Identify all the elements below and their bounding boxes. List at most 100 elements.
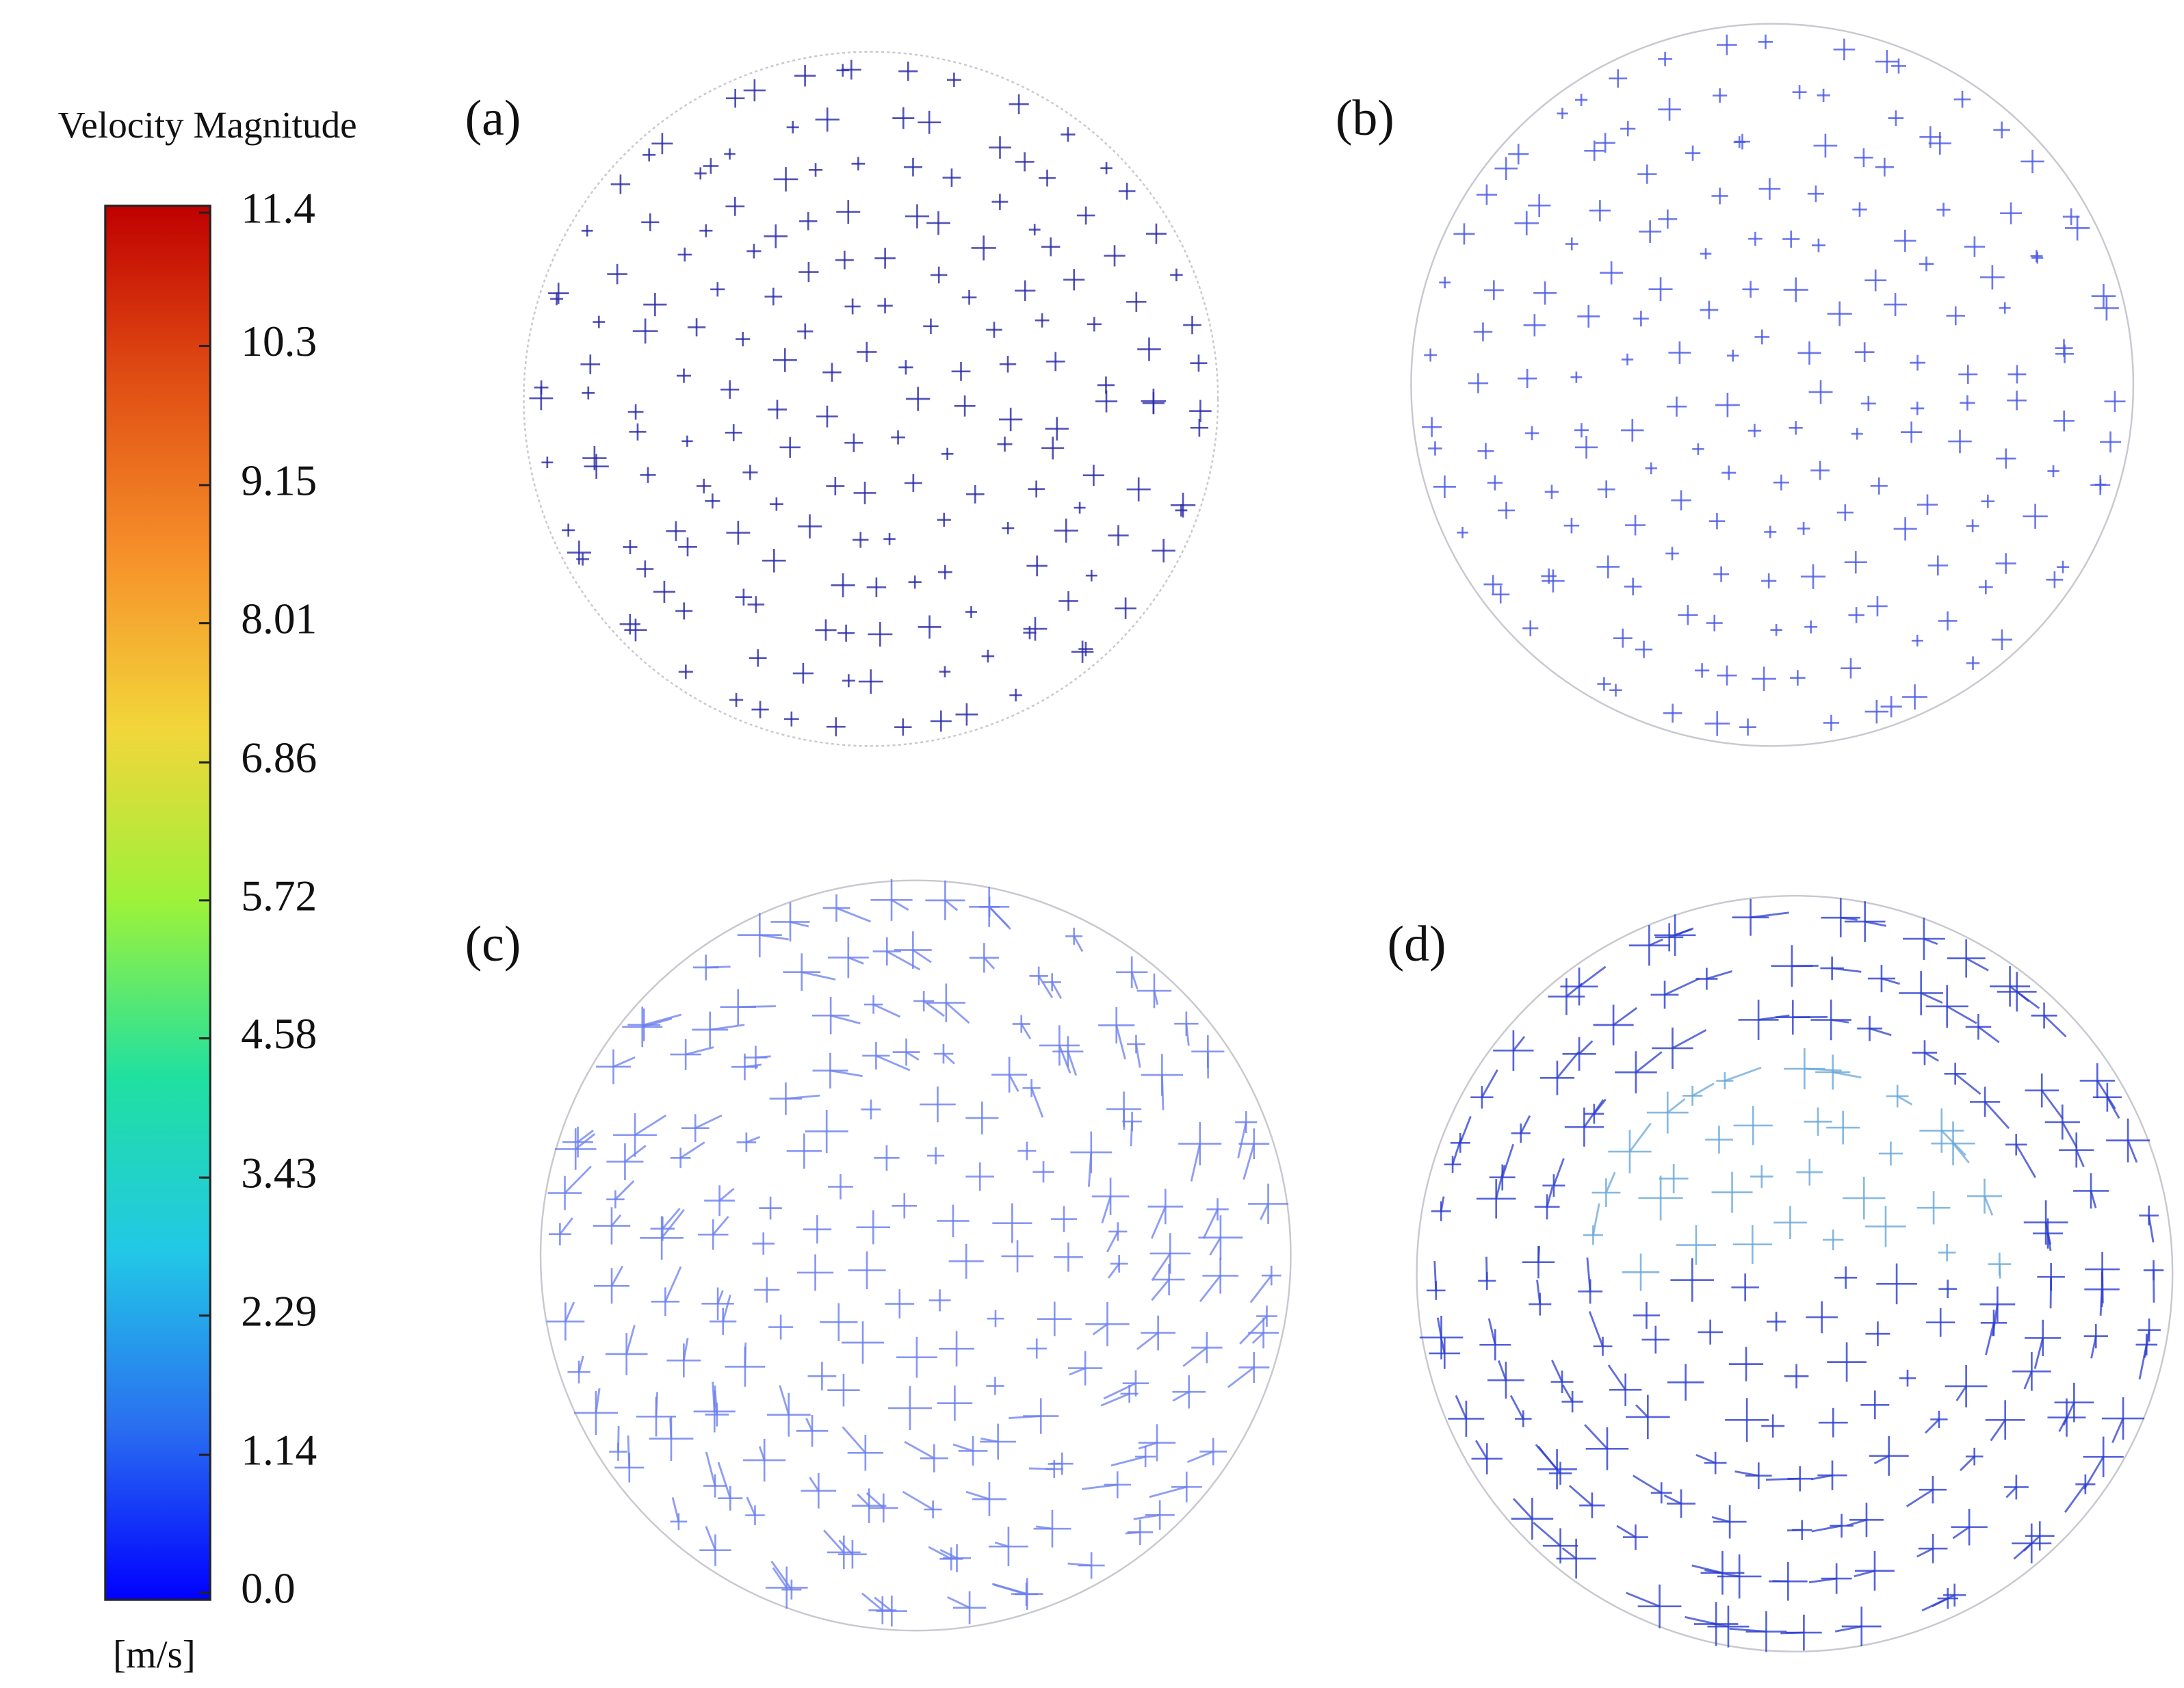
vector-arrow bbox=[1897, 1095, 1913, 1106]
vector-arrow bbox=[1512, 1036, 1526, 1052]
vector-arrow bbox=[1832, 1071, 1862, 1079]
vector-arrow bbox=[1249, 1275, 1273, 1303]
vector-arrow bbox=[1153, 990, 1159, 1005]
vector-arrow bbox=[1537, 1246, 1540, 1262]
vector-arrow bbox=[2005, 1486, 2017, 1498]
vector-arrow bbox=[716, 1290, 724, 1304]
vector-arrow bbox=[712, 1215, 729, 1236]
vector-arrow bbox=[1037, 975, 1054, 998]
vector-arrow bbox=[989, 906, 1010, 929]
vector-arrow bbox=[1110, 1455, 1146, 1467]
vector-arrow bbox=[1808, 1577, 1837, 1583]
vector-arrow bbox=[1804, 1067, 1842, 1072]
vector-arrow bbox=[1251, 1332, 1264, 1345]
vector-arrow bbox=[685, 1046, 714, 1056]
vector-arrow bbox=[1864, 920, 1887, 927]
vector-arrow bbox=[2023, 1371, 2033, 1390]
vector-arrow bbox=[710, 1024, 745, 1031]
vector-arrow bbox=[952, 1443, 974, 1452]
vector-arrow bbox=[1051, 981, 1063, 999]
vector-arrow bbox=[1101, 1196, 1112, 1223]
vector-arrow bbox=[1846, 1518, 1867, 1527]
y-tick-label: 2.29 bbox=[241, 1286, 317, 1335]
vector-arrow bbox=[1695, 1453, 1716, 1464]
vector-arrow bbox=[1081, 1483, 1118, 1490]
vector-arrow bbox=[1691, 1564, 1723, 1574]
vector-arrow bbox=[1551, 1360, 1563, 1383]
vector-arrow bbox=[822, 1529, 845, 1553]
vector-arrow bbox=[1750, 911, 1789, 919]
domain-boundary bbox=[539, 879, 1292, 1632]
vector-arrow bbox=[1561, 1384, 1574, 1403]
vector-arrow bbox=[1635, 1404, 1649, 1418]
vector-arrow bbox=[1455, 1394, 1468, 1420]
vector-arrow bbox=[717, 1462, 731, 1499]
vector-arrow bbox=[1584, 1424, 1609, 1450]
vector-arrow bbox=[1578, 1040, 1594, 1055]
vector-arrow bbox=[1133, 1514, 1160, 1520]
vector-arrow bbox=[1199, 1275, 1221, 1303]
vector-arrow bbox=[1106, 1231, 1119, 1253]
vector-arrow bbox=[1149, 1485, 1187, 1498]
vector-arrow bbox=[1985, 1322, 1995, 1355]
vector-arrow bbox=[1243, 1143, 1256, 1180]
vector-arrow bbox=[662, 1208, 681, 1230]
vector-arrow bbox=[577, 1129, 594, 1143]
vector-arrow bbox=[1136, 1332, 1159, 1351]
vector-arrow bbox=[634, 1114, 667, 1137]
y-tick-label: 9.15 bbox=[241, 456, 317, 505]
vector-arrow bbox=[1556, 1051, 1580, 1079]
vector-arrow bbox=[983, 957, 996, 970]
vector-arrow bbox=[1151, 1279, 1170, 1301]
vector-arrow bbox=[779, 1385, 790, 1416]
panel-label: (d) bbox=[1388, 916, 1446, 972]
vector-arrow bbox=[1125, 1531, 1141, 1535]
vector-arrow bbox=[1592, 1203, 1600, 1236]
vector-arrow bbox=[772, 1567, 788, 1589]
vector-arrow bbox=[770, 1560, 793, 1590]
vector-arrow bbox=[1841, 916, 1858, 921]
panel-label: (a) bbox=[465, 90, 521, 146]
vector-arrow bbox=[2090, 1191, 2097, 1208]
vector-arrow bbox=[2046, 1233, 2052, 1251]
vector-arrow bbox=[1009, 1415, 1041, 1419]
vector-arrow bbox=[722, 1295, 731, 1322]
vector-arrow bbox=[1648, 938, 1663, 947]
vector-arrow bbox=[1130, 1121, 1133, 1147]
vector-arrow bbox=[2041, 1089, 2064, 1119]
vector-arrow bbox=[1100, 1392, 1130, 1407]
vector-field bbox=[546, 879, 1289, 1627]
vector-arrow bbox=[1498, 1360, 1507, 1381]
vector-arrow bbox=[1832, 967, 1862, 973]
vector-arrow bbox=[1635, 1051, 1663, 1074]
vector-arrow bbox=[2148, 1215, 2155, 1243]
vector-arrow bbox=[1103, 1382, 1136, 1400]
vector-arrow bbox=[1151, 1253, 1171, 1282]
vector-arrow bbox=[1520, 1115, 1531, 1134]
domain-boundary bbox=[1416, 894, 2174, 1653]
vector-arrow bbox=[1130, 972, 1139, 990]
vector-arrow bbox=[1259, 1203, 1269, 1221]
vector-arrow bbox=[1952, 1143, 1970, 1164]
vector-arrow bbox=[1787, 1529, 1802, 1532]
vector-arrow bbox=[1626, 1592, 1661, 1608]
y-tick-label: 11.4 bbox=[241, 183, 315, 232]
vector-arrow bbox=[790, 921, 809, 928]
vector-arrow bbox=[1873, 1455, 1890, 1465]
vector-arrow bbox=[1237, 1121, 1247, 1158]
vector-arrow bbox=[1672, 1029, 1707, 1050]
vector-arrow bbox=[785, 1094, 820, 1100]
vector-arrow bbox=[612, 1056, 636, 1068]
vector-arrow bbox=[2062, 1121, 2078, 1149]
vector-field bbox=[1421, 34, 2126, 736]
panel-label: (c) bbox=[465, 916, 521, 972]
vector-arrow bbox=[1952, 1526, 1970, 1540]
vector-arrow bbox=[2138, 1344, 2148, 1380]
vector-arrow bbox=[1172, 1390, 1190, 1402]
vector-arrow bbox=[577, 1355, 584, 1373]
y-tick-label: 8.01 bbox=[241, 594, 317, 642]
y-tick-label: 5.72 bbox=[241, 871, 317, 920]
vector-arrow bbox=[614, 1180, 635, 1200]
vector-arrow bbox=[712, 1381, 716, 1412]
